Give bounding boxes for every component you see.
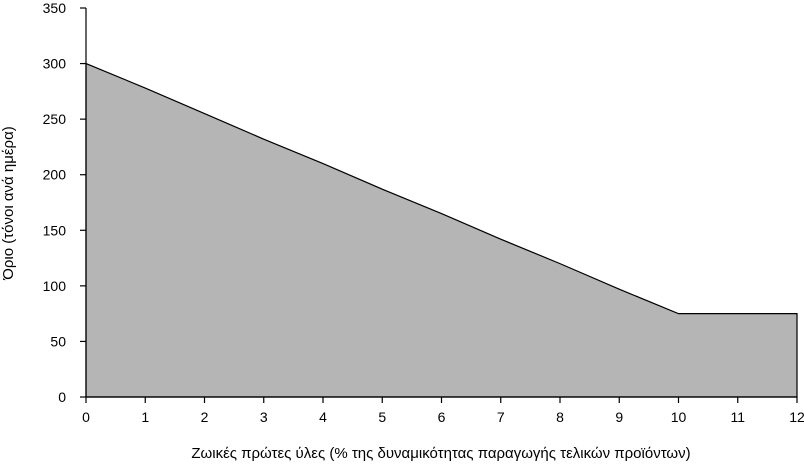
area-series: [85, 62, 798, 398]
y-tick-label: 100: [43, 278, 67, 294]
x-tick-label: 7: [497, 409, 505, 425]
y-tick-label: 50: [50, 333, 66, 349]
x-tick-label: 9: [615, 409, 623, 425]
y-tick-label: 350: [43, 0, 67, 16]
x-tick-label: 3: [260, 409, 268, 425]
x-tick-label: 11: [730, 409, 745, 425]
x-tick-label: 4: [319, 409, 327, 425]
x-tick-label: 12: [789, 409, 804, 425]
x-axis-ticks: 0 1 2 3 4 5 6 7 8 9 10 11 12: [82, 397, 804, 425]
y-tick-label: 250: [43, 111, 67, 127]
y-tick-label: 150: [43, 222, 67, 238]
x-tick-label: 0: [82, 409, 90, 425]
y-tick-label: 300: [43, 56, 67, 72]
plot-area: [85, 62, 798, 398]
x-axis-title: Ζωικές πρώτες ύλες (% της δυναμικότητας …: [191, 445, 690, 462]
y-tick-label: 0: [58, 389, 66, 405]
x-tick-label: 5: [378, 409, 386, 425]
x-tick-label: 8: [556, 409, 564, 425]
x-tick-label: 10: [671, 409, 687, 425]
y-tick-label: 200: [43, 167, 67, 183]
x-tick-label: 1: [141, 409, 149, 425]
y-axis-ticks: 0 50 100 150 200 250 300 350: [43, 0, 86, 405]
x-tick-label: 6: [438, 409, 446, 425]
y-axis-title: Όριο (τόνοι ανά ημέρα): [0, 126, 17, 280]
x-tick-label: 2: [201, 409, 209, 425]
